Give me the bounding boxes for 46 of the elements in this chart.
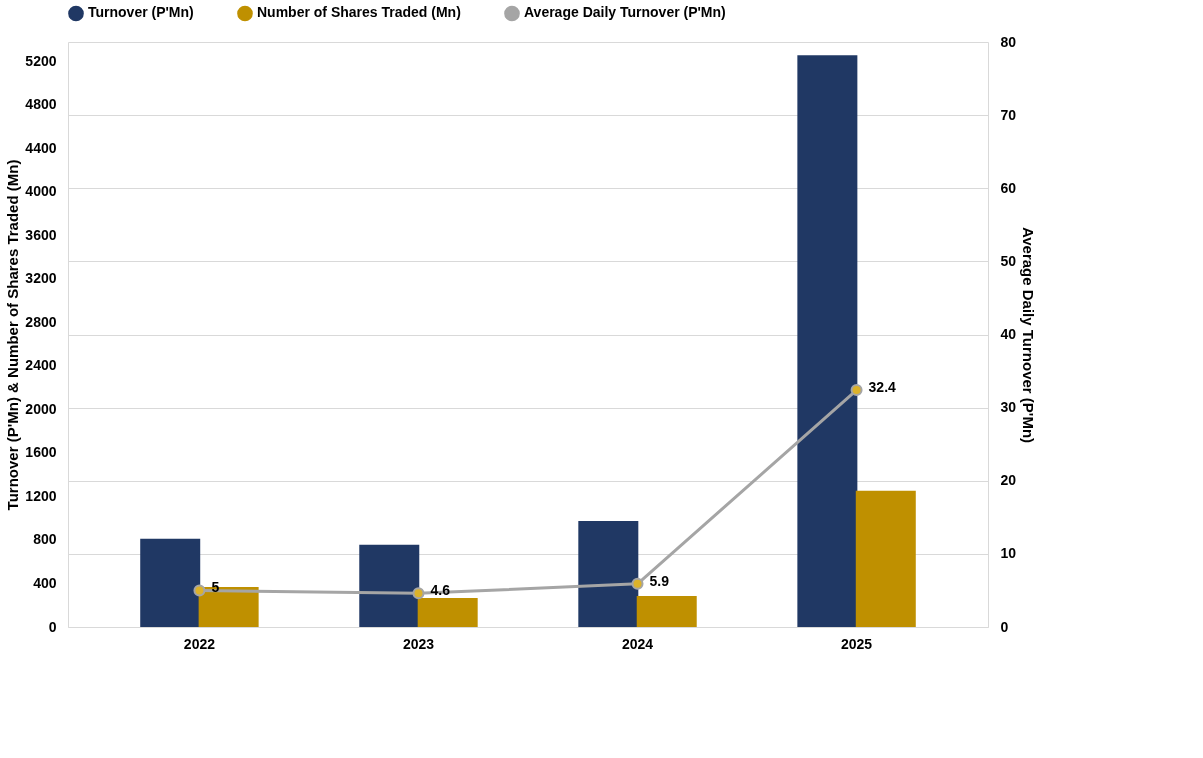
y2-tick-label: 20: [1000, 472, 1017, 489]
y-tick-label: 4000: [25, 183, 57, 200]
y2-tick-label: 70: [1000, 106, 1017, 123]
point: [850, 384, 863, 397]
y-tick-label: 2000: [25, 400, 57, 417]
bar: [140, 538, 201, 627]
y2-tick-label: 50: [1000, 252, 1017, 269]
y-tick-label: 800: [33, 531, 57, 548]
y-tick-label: 4800: [25, 96, 57, 113]
y-tick-label: 4400: [25, 139, 57, 156]
bar: [359, 544, 420, 627]
point: [412, 587, 425, 600]
x-tick-label: 2023: [402, 635, 435, 652]
x-tick-label: 2022: [183, 635, 216, 652]
y2-tick-label: 60: [1000, 179, 1017, 196]
x-tick-label: 2024: [621, 635, 654, 652]
y-tick-label: 3600: [25, 226, 57, 243]
point: [631, 577, 644, 590]
y-axis-title: Turnover (P'Mn) & Number of Shares Traded (Mn): [4, 159, 22, 511]
y2-tick-label: 30: [1000, 399, 1017, 416]
point: [193, 584, 206, 597]
bar: [855, 490, 916, 627]
bar: [797, 55, 858, 627]
bar: [636, 595, 697, 627]
y-tick-label: 2400: [25, 357, 57, 374]
y2-tick-label: 0: [1000, 618, 1009, 635]
y2-tick-label: 80: [1000, 33, 1017, 50]
data-label: 32.4: [868, 379, 897, 396]
y-tick-label: 2800: [25, 313, 57, 330]
y2-tick-label: 10: [1000, 545, 1017, 562]
data-label: 5.9: [649, 572, 670, 589]
data-label: 4.6: [430, 582, 451, 599]
y-tick-label: 5200: [25, 52, 57, 69]
y-tick-label: 3200: [25, 270, 57, 287]
y-tick-label: 1200: [25, 487, 57, 504]
bar: [578, 520, 639, 627]
bar: [417, 597, 478, 627]
y-tick-label: 0: [48, 618, 57, 635]
legend-label: Number of Shares Traded (Mn): [257, 4, 461, 21]
y2-tick-label: 40: [1000, 326, 1017, 342]
legend-label: Average Daily Turnover (P'Mn): [524, 4, 726, 21]
y2-axis-title: Average Daily Turnover (P'Mn): [1020, 226, 1038, 444]
y-tick-label: 400: [33, 574, 57, 591]
x-tick-label: 2025: [840, 635, 873, 652]
y-tick-label: 1600: [25, 444, 57, 461]
legend-label: Turnover (P'Mn): [88, 4, 194, 21]
